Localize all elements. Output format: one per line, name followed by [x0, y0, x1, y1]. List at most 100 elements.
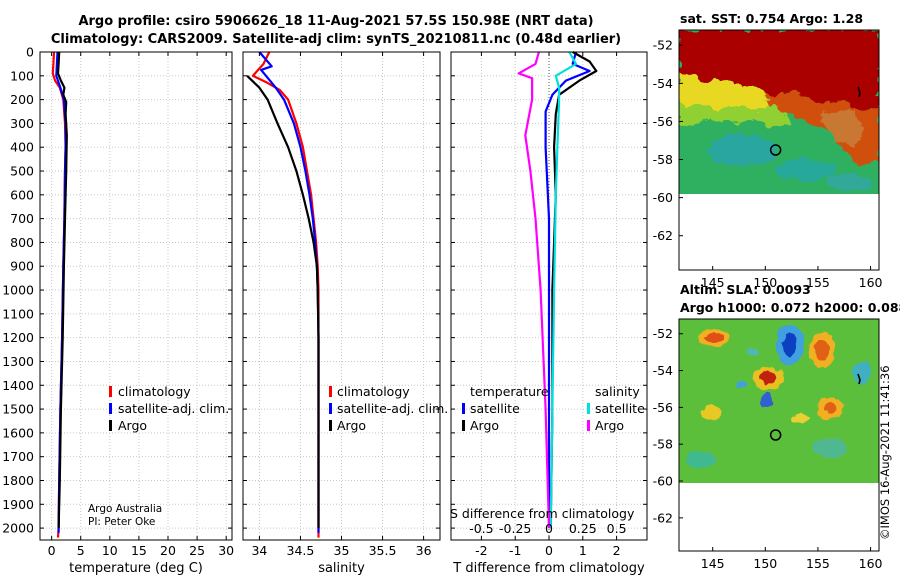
map-x-tick-label: 145	[701, 275, 725, 290]
sla-map-title-line2: Argo h1000: 0.072 h2000: 0.088	[680, 300, 900, 315]
map-y-tick-label: -54	[653, 76, 673, 91]
y-tick-label: 600	[10, 187, 34, 202]
s-tick-label: 0.25	[569, 521, 597, 536]
sst-yellow-band	[679, 72, 770, 112]
s-difference-label: S difference from climatology	[450, 506, 635, 521]
x-tick-label: 0	[48, 543, 56, 558]
sst-map-axes: 145 150 155 160 -52 -54 -56 -58 -60 -62	[653, 38, 883, 290]
x-tick-label: 35.5	[369, 543, 397, 558]
map-y-tick-label: -60	[653, 190, 673, 205]
map-y-tick-label: -52	[653, 326, 673, 341]
s-tick-label: 0	[545, 521, 553, 536]
credit-line1: Argo Australia	[88, 503, 162, 515]
legend-label-climatology: climatology	[337, 384, 410, 399]
map-y-tick-label: -62	[653, 510, 673, 525]
legend-label-t-satellite: satellite	[470, 401, 520, 416]
sla-map: 145 150 155 160 -52 -54 -56 -58 -60 -62	[653, 318, 883, 571]
sst-map-frame	[678, 29, 880, 271]
argo-float-marker	[769, 429, 782, 441]
y-tick-label: 1700	[2, 449, 34, 464]
x-tick-label: 20	[160, 543, 176, 558]
y-tick-label: 100	[10, 68, 34, 83]
map-y-tick-label: -54	[653, 363, 673, 378]
legend-swatch-argo	[109, 420, 112, 431]
credit-line2: PI: Peter Oke	[88, 516, 155, 528]
y-tick-label: 500	[10, 164, 34, 179]
series-line-t-satellite	[544, 51, 591, 529]
y-tick-label: 1800	[2, 473, 34, 488]
x-tick-label: 36	[416, 543, 432, 558]
sla-positive-eddy	[824, 403, 836, 413]
map-y-tick-label: -58	[653, 152, 673, 167]
x-tick-label: 5	[77, 543, 85, 558]
map-y-tick-label: -56	[653, 400, 673, 415]
map-y-tick-label: -60	[653, 474, 673, 489]
legend-label-satellite: satellite-adj. clim.	[118, 401, 229, 416]
legend-title-temperature: temperature	[470, 384, 549, 399]
x-tick-label: -2	[475, 543, 487, 558]
sla-map-title-line1: Altim. SLA: 0.0093	[680, 282, 811, 297]
y-tick-label: 1600	[2, 425, 34, 440]
figure-title-line2: Climatology: CARS2009. Satellite-adj cli…	[50, 32, 622, 47]
y-tick-label: 1000	[2, 283, 34, 298]
y-tick-label: 300	[10, 116, 34, 131]
sst-green-band	[679, 100, 790, 128]
series-line-s-argo	[517, 51, 551, 529]
sla-negative-eddy	[812, 438, 848, 458]
legend-swatch-t-satellite	[462, 403, 465, 414]
legend-label-argo: Argo	[118, 418, 147, 433]
s-tick-label: -0.25	[499, 521, 531, 536]
legend-swatch-climatology	[329, 386, 332, 397]
map-x-tick-label: 150	[753, 556, 777, 571]
x-axis-label: temperature (deg C)	[69, 561, 203, 576]
legend-label-t-argo: Argo	[470, 418, 499, 433]
s-tick-label: 0.5	[607, 521, 627, 536]
y-tick-label: 400	[10, 140, 34, 155]
legend-label-climatology: climatology	[118, 384, 191, 399]
y-tick-label: 1300	[2, 354, 34, 369]
sla-negative-eddy	[762, 393, 772, 407]
y-tick-label: 1200	[2, 330, 34, 345]
sst-cool-patch	[708, 134, 776, 166]
temperature-panel: 0 5 10 15 20 25 30 temperature (deg C) 0 100 200 30…	[2, 45, 234, 577]
salinity-panel: 34 34.5 35 35.5 36 salinity	[242, 51, 441, 576]
salinity-legend: climatology satellite-adj. clim. Argo	[329, 384, 448, 433]
difference-legend: temperature satellite Argo salinity sate…	[462, 384, 645, 433]
sla-positive-eddy	[815, 340, 829, 360]
y-tick-label: 2000	[2, 521, 34, 536]
sst-map: 145 150 155 160 -52 -54 -56 -58 -60 -62	[653, 29, 883, 290]
legend-label-s-argo: Argo	[595, 418, 624, 433]
x-tick-label: 35	[334, 543, 350, 558]
sst-map-field	[679, 30, 879, 194]
sla-negative-eddy	[853, 360, 871, 384]
series-line-s-satellite	[549, 51, 578, 529]
sla-positive-eddy	[759, 372, 777, 384]
x-tick-label: 2	[613, 543, 621, 558]
x-tick-label: 0	[545, 543, 553, 558]
sla-map-frame	[678, 318, 880, 552]
legend-swatch-climatology	[109, 386, 112, 397]
sst-orange-band	[760, 90, 879, 165]
x-tick-label: -1	[509, 543, 521, 558]
y-tick-label: 200	[10, 92, 34, 107]
map-y-tick-label: -56	[653, 114, 673, 129]
sst-cool-patch	[828, 173, 872, 191]
map-x-tick-label: 150	[753, 275, 777, 290]
sla-negative-eddy	[746, 348, 758, 356]
map-x-tick-label: 160	[859, 556, 883, 571]
series-line-t-argo	[549, 51, 598, 529]
x-axis-label: T difference from climatology	[452, 561, 645, 576]
figure-title-line1: Argo profile: csiro 5906626_18 11-Aug-20…	[78, 14, 594, 29]
x-axis-label: salinity	[318, 561, 365, 576]
map-x-tick-label: 145	[701, 556, 725, 571]
legend-swatch-satellite	[329, 403, 332, 414]
map-y-tick-label: -62	[653, 228, 673, 243]
y-tick-label: 1100	[2, 306, 34, 321]
sla-map-field	[679, 319, 879, 483]
y-tick-label: 1400	[2, 378, 34, 393]
legend-label-satellite: satellite-adj. clim.	[337, 401, 448, 416]
sla-negative-eddy	[783, 333, 797, 357]
map-x-tick-label: 155	[806, 556, 830, 571]
